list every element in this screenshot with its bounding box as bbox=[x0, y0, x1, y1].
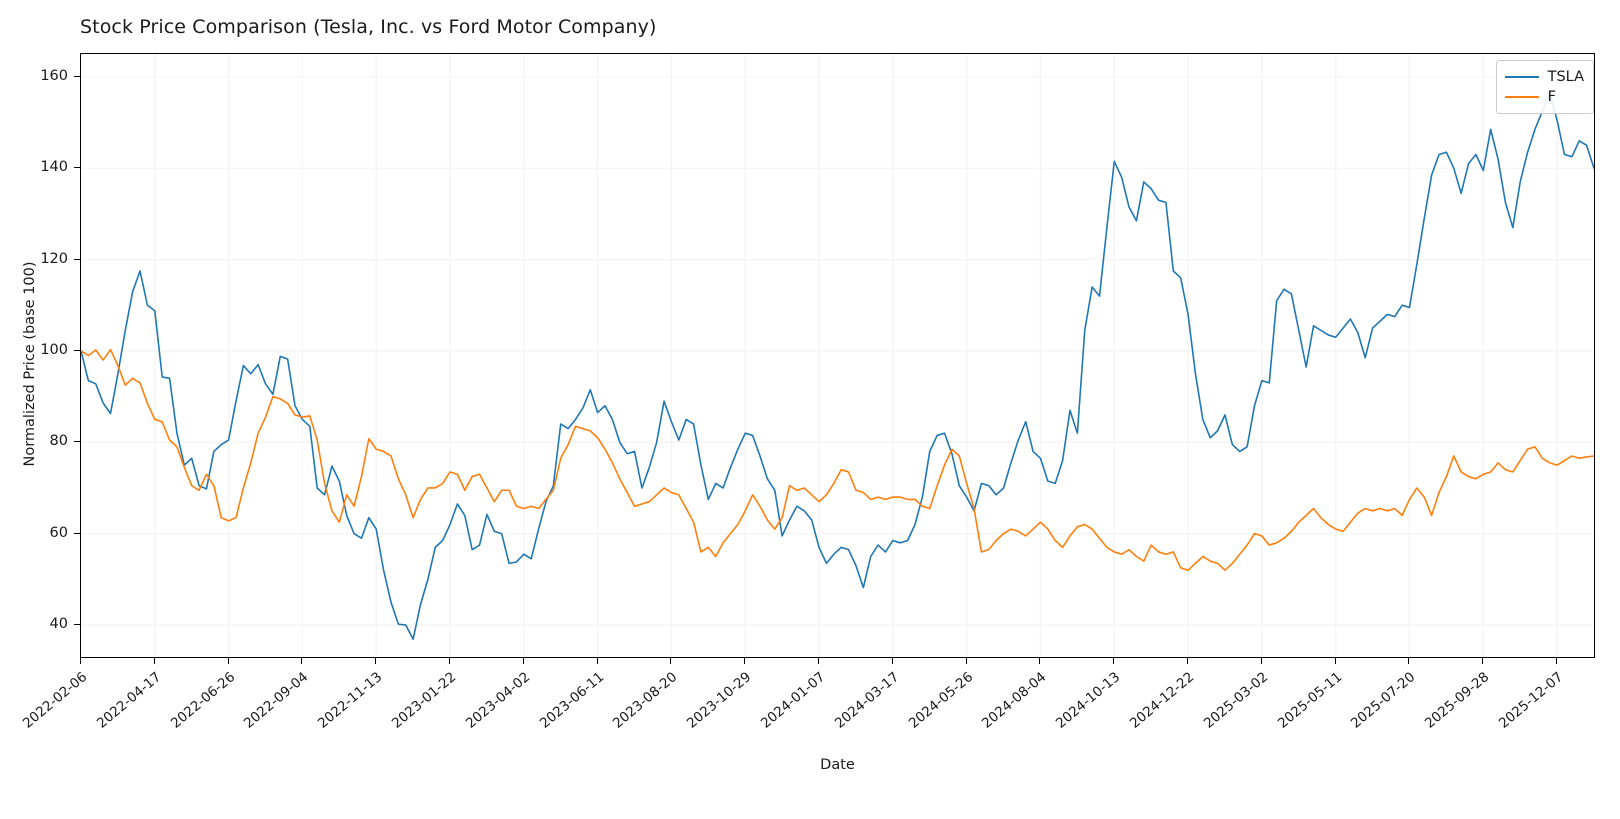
page-title: Stock Price Comparison (Tesla, Inc. vs F… bbox=[80, 16, 657, 38]
y-tick-mark bbox=[74, 349, 80, 351]
legend-label: TSLA bbox=[1547, 68, 1584, 85]
legend-label: F bbox=[1547, 88, 1556, 105]
x-tick-mark bbox=[1482, 658, 1484, 664]
x-tick-mark bbox=[1260, 658, 1262, 664]
y-tick-mark bbox=[74, 167, 80, 169]
legend: TSLA F bbox=[1495, 60, 1594, 114]
y-tick-mark bbox=[74, 258, 80, 260]
legend-color-swatch bbox=[1504, 76, 1539, 78]
x-tick-mark bbox=[449, 658, 451, 664]
gridlines bbox=[81, 54, 1594, 657]
x-tick-mark bbox=[1039, 658, 1041, 664]
x-tick-mark bbox=[1556, 658, 1558, 664]
series-lines bbox=[81, 54, 1594, 657]
x-tick-mark bbox=[227, 658, 229, 664]
y-tick-mark bbox=[74, 75, 80, 77]
x-axis-label: Date bbox=[820, 757, 855, 773]
y-tick-label: 120 bbox=[40, 250, 68, 267]
x-tick-mark bbox=[375, 658, 377, 664]
x-tick-mark bbox=[965, 658, 967, 664]
x-tick-mark bbox=[153, 658, 155, 664]
legend-item-f[interactable]: F bbox=[1504, 87, 1584, 107]
data-series-group bbox=[81, 92, 1594, 640]
x-tick-mark bbox=[301, 658, 303, 664]
x-tick-mark bbox=[596, 658, 598, 664]
legend-item-tsla[interactable]: TSLA bbox=[1504, 67, 1584, 87]
y-tick-label: 160 bbox=[40, 67, 68, 84]
x-tick-mark bbox=[1113, 658, 1115, 664]
x-tick-mark bbox=[670, 658, 672, 664]
x-tick-mark bbox=[80, 658, 81, 664]
x-tick-mark bbox=[818, 658, 820, 664]
x-tick-mark bbox=[1408, 658, 1410, 664]
x-tick-mark bbox=[744, 658, 746, 664]
y-tick-label: 100 bbox=[40, 341, 68, 358]
y-tick-label: 40 bbox=[49, 616, 68, 633]
plot-area bbox=[80, 53, 1595, 658]
y-tick-label: 140 bbox=[40, 159, 68, 176]
legend-color-swatch bbox=[1504, 96, 1539, 98]
x-tick-mark bbox=[1334, 658, 1336, 664]
y-tick-mark bbox=[74, 441, 80, 443]
y-tick-label: 80 bbox=[49, 433, 68, 450]
y-axis-label: Normalized Price (base 100) bbox=[22, 261, 38, 467]
x-tick-mark bbox=[1187, 658, 1189, 664]
y-tick-mark bbox=[74, 624, 80, 626]
series-line-f bbox=[81, 348, 1594, 572]
y-tick-label: 60 bbox=[49, 524, 68, 541]
y-tick-mark bbox=[74, 532, 80, 534]
series-line-tsla bbox=[81, 92, 1594, 640]
x-tick-mark bbox=[522, 658, 524, 664]
x-tick-mark bbox=[891, 658, 893, 664]
